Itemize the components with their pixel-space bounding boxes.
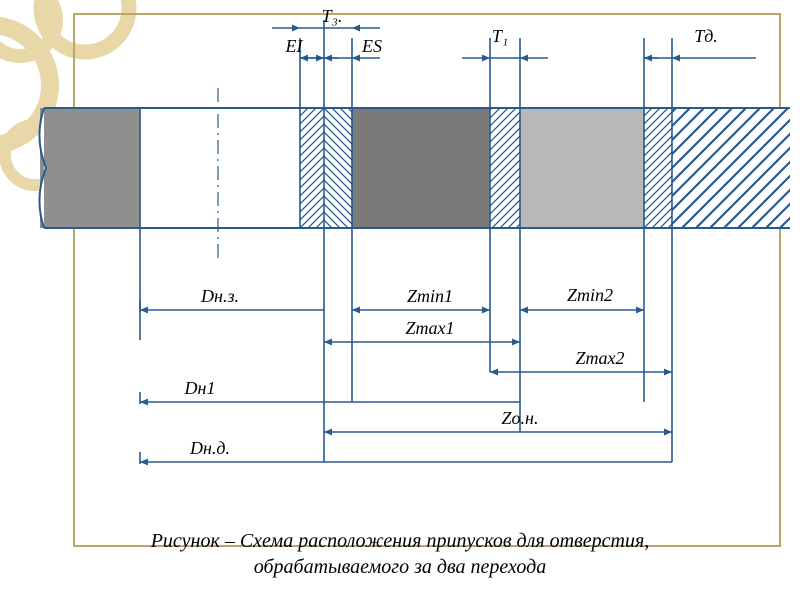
dim-EI-label: EI bbox=[285, 36, 304, 56]
zone-pass2 bbox=[520, 108, 644, 228]
caption-line2: обрабатываемого за два перехода bbox=[254, 556, 547, 578]
dim-Tq-label: Tд. bbox=[694, 26, 718, 46]
dim-Zmax2-label: Zmax2 bbox=[576, 348, 625, 368]
dim-Dn1-label: Dн1 bbox=[184, 378, 216, 398]
diagram-canvas: T₃. EI ES T₁ Tд. Dн.з. Dн1 Dн.д. Zmin1 Zmin2 Zmax1… bbox=[0, 0, 800, 600]
zone-pass1 bbox=[352, 108, 490, 228]
dim-T1-label: T₁ bbox=[492, 26, 508, 46]
dim-Dnd-label: Dн.д. bbox=[189, 438, 230, 458]
dim-Tz-label: T₃. bbox=[322, 6, 343, 26]
zone-prev-material bbox=[40, 108, 140, 228]
figure-caption: Рисунок – Схема расположения припусков д… bbox=[0, 528, 800, 580]
dim-Zmin1-label: Zmin1 bbox=[407, 286, 453, 306]
dim-Zmin2-label: Zmin2 bbox=[567, 285, 613, 305]
dim-Zmax1-label: Zmax1 bbox=[406, 318, 455, 338]
dim-Dnz-label: Dн.з. bbox=[200, 286, 239, 306]
caption-line1: Рисунок – Схема расположения припусков д… bbox=[151, 530, 650, 552]
dim-Zon-label: Zо.н. bbox=[502, 408, 539, 428]
dim-ES-label: ES bbox=[361, 36, 382, 56]
slide-frame bbox=[74, 14, 780, 546]
zone-clear bbox=[140, 108, 300, 228]
